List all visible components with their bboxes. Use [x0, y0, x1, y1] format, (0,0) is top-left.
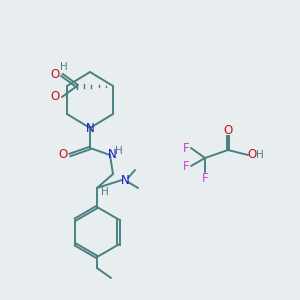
- Text: H: H: [256, 150, 264, 160]
- Text: N: N: [85, 122, 94, 134]
- Text: H: H: [101, 187, 109, 197]
- Text: O: O: [224, 124, 232, 136]
- Text: F: F: [183, 160, 189, 172]
- Text: O: O: [50, 91, 60, 103]
- Text: H: H: [115, 146, 123, 156]
- Text: F: F: [183, 142, 189, 154]
- Text: O: O: [50, 68, 60, 82]
- Text: N: N: [108, 148, 116, 161]
- Text: O: O: [248, 148, 256, 161]
- Text: O: O: [58, 148, 68, 161]
- Text: H: H: [60, 62, 68, 72]
- Text: F: F: [202, 172, 208, 185]
- Text: N: N: [121, 173, 129, 187]
